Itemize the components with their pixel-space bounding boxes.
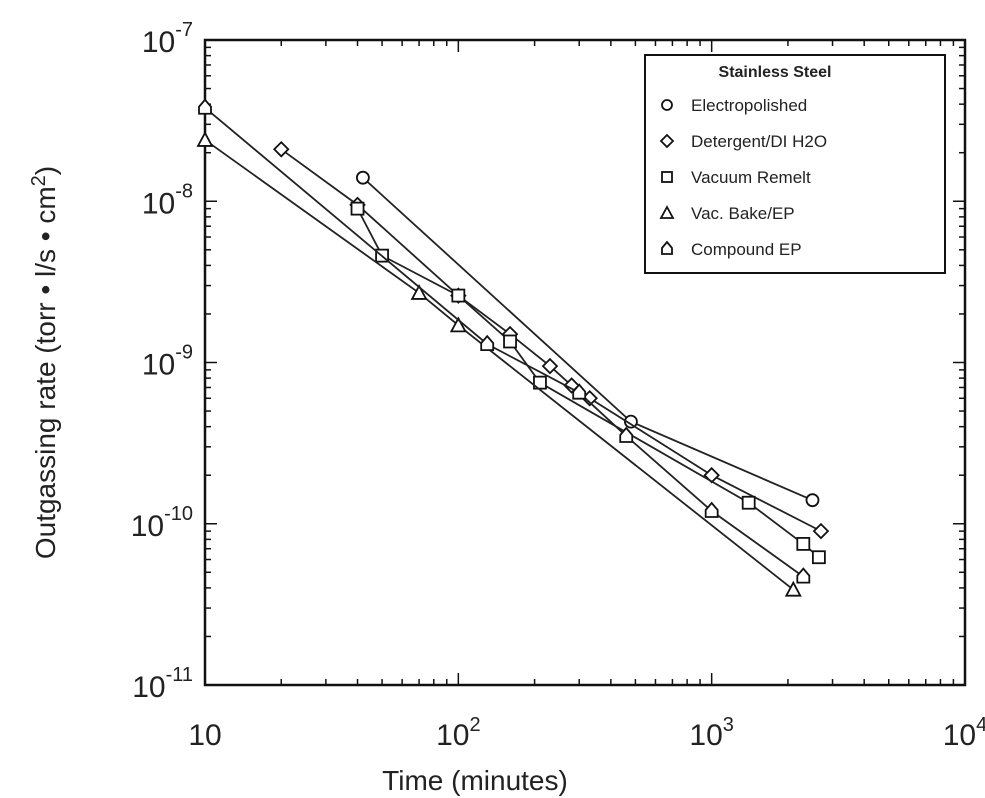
data-point [624, 414, 638, 429]
data-point [659, 133, 675, 149]
data-point [741, 495, 756, 510]
series-line [204, 107, 804, 578]
series-line [204, 139, 794, 591]
y-axis-label-text: Outgassing rate (torr • l/s • cm [30, 186, 61, 559]
data-point [796, 536, 811, 551]
x-tick-label: 102 [436, 714, 481, 752]
data-point [350, 201, 365, 216]
data-point [449, 316, 467, 333]
legend-item: Vacuum Remelt [661, 168, 811, 187]
data-point [572, 383, 587, 400]
legend-item-label: Electropolished [691, 96, 807, 115]
data-point [198, 98, 212, 115]
data-point [451, 288, 466, 303]
legend-box [644, 54, 946, 274]
y-tick-label: 10-7 [142, 19, 193, 59]
data-point [196, 131, 214, 147]
y-tick-labels: 10-7 10-8 10-9 10-10 10-11 [131, 19, 193, 704]
series-electropolished [355, 170, 820, 508]
data-point [805, 493, 820, 508]
y-axis-label-superscript: 2 [28, 175, 50, 186]
legend-item-label: Vac. Bake/EP [691, 204, 795, 223]
y-tick-label: 10-9 [142, 342, 193, 382]
y-axis-label: Outgassing rate (torr • l/s • cm2) [28, 166, 61, 559]
data-point [659, 205, 675, 219]
data-point [272, 141, 290, 158]
x-tick-label: 103 [689, 714, 734, 752]
legend-item-label: Compound EP [691, 240, 802, 259]
data-point [784, 580, 802, 597]
legend-item-label: Detergent/DI H2O [691, 132, 827, 151]
data-point [661, 99, 673, 111]
data-point [661, 171, 673, 183]
data-point [503, 334, 517, 349]
series-vacuum-remelt [350, 201, 826, 565]
data-point [541, 357, 559, 375]
legend-item-label: Vacuum Remelt [691, 168, 811, 187]
legend-title: Stainless Steel [719, 64, 832, 81]
y-tick-label: 10-11 [132, 664, 193, 704]
legend-item: Detergent/DI H2O [659, 132, 827, 151]
legend: Stainless Steel Electropolished Detergent… [644, 54, 946, 274]
legend-item: Vac. Bake/EP [659, 204, 795, 223]
data-point [480, 334, 495, 352]
legend-item: Electropolished [661, 96, 807, 115]
x-tick-label: 104 [943, 714, 985, 752]
series-vac-bake-ep [196, 131, 802, 597]
data-point [355, 170, 370, 185]
x-tick-label: 10 [188, 719, 221, 752]
axis-ticks [204, 40, 965, 686]
series-layer [196, 98, 830, 597]
data-point [812, 522, 830, 540]
data-point [661, 240, 673, 255]
y-tick-label: 10-10 [131, 503, 193, 543]
data-point [703, 466, 720, 484]
legend-item: Compound EP [661, 240, 802, 259]
legend-items: Electropolished Detergent/DI H2O Vacuum Re… [659, 96, 827, 259]
data-point [704, 501, 719, 518]
series-compound-ep [198, 98, 811, 584]
data-point [796, 567, 811, 584]
series-line [356, 208, 820, 558]
data-point [619, 426, 634, 443]
x-axis-label: Time (minutes) [382, 765, 568, 796]
y-tick-label: 10-8 [142, 180, 193, 220]
data-point [410, 284, 428, 300]
y-axis-label-close: ) [30, 166, 61, 175]
x-tick-labels: 10 102 103 104 [188, 714, 985, 752]
data-point [811, 550, 826, 565]
